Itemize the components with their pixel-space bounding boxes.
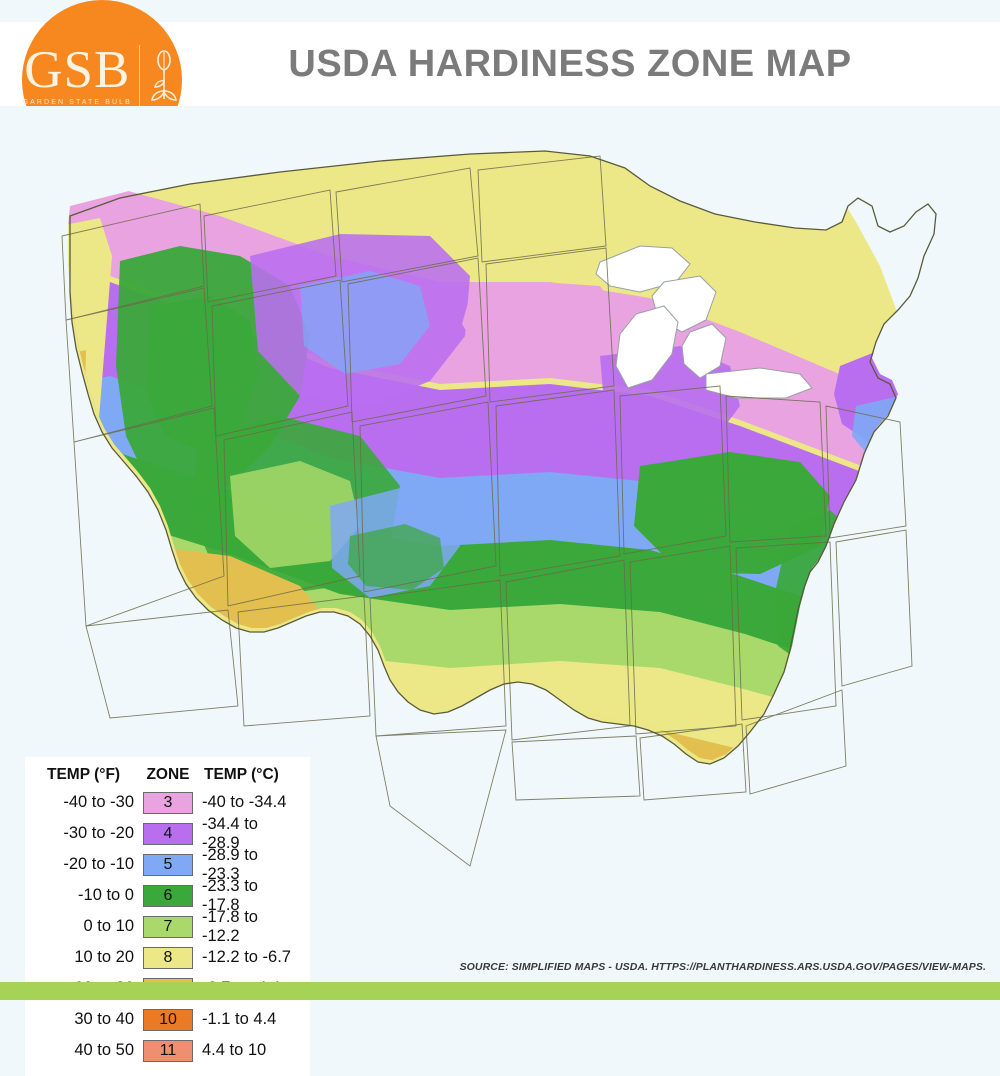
source-attribution: SOURCE: SIMPLIFIED MAPS - USDA. HTTPS://…	[459, 961, 986, 973]
legend-temp-celsius: 4.4 to 10	[202, 1041, 267, 1059]
legend-zone-swatch: 10	[143, 1008, 193, 1031]
legend-temp-celsius: -40 to -34.4	[202, 793, 287, 811]
legend-zone-cell: 4	[143, 822, 193, 845]
legend-zone-swatch: 7	[143, 915, 193, 938]
legend-row: -10 to 0 6 -23.3 to -17.8	[39, 877, 296, 914]
legend-temp-celsius: -12.2 to -6.7	[202, 948, 291, 966]
legend-zone-cell: 8	[143, 946, 193, 969]
legend-header-row: TEMP (°F) ZONE TEMP (°C)	[39, 766, 296, 784]
legend-row: -30 to -20 4 -34.4 to -28.9	[39, 815, 296, 852]
legend-zone-swatch: 11	[143, 1039, 193, 1062]
legend-row: 30 to 40 10 -1.1 to 4.4	[39, 1004, 296, 1035]
map-national-outline	[69, 150, 937, 765]
legend-row: 40 to 50 11 4.4 to 10	[39, 1035, 296, 1066]
hardiness-map[interactable]: TEMP (°F) ZONE TEMP (°C) -40 to -30 3 -40 …	[0, 106, 1000, 1076]
legend-zone-cell: 3	[143, 791, 193, 814]
legend-zone-swatch: 8	[143, 946, 193, 969]
legend-temp-fahrenheit: -10 to 0	[78, 886, 134, 904]
logo-text-block: GSB GARDEN STATE BULB	[22, 41, 132, 106]
legend-zone-cell: 10	[143, 1008, 193, 1031]
legend-temp-celsius: -1.1 to 4.4	[202, 1010, 277, 1028]
legend-temp-fahrenheit: 10 to 20	[74, 948, 134, 966]
legend-zone-swatch: 3	[143, 791, 193, 814]
legend-zone-cell: 6	[143, 884, 193, 907]
map-legend: TEMP (°F) ZONE TEMP (°C) -40 to -30 3 -40 …	[25, 757, 310, 1076]
legend-zone-cell: 11	[143, 1039, 193, 1062]
legend-temp-celsius: -28.9 to -23.3	[202, 845, 258, 883]
logo-initials: GSB	[24, 41, 131, 100]
map-water-bodies	[595, 245, 813, 399]
legend-header-zone: ZONE	[146, 766, 190, 783]
legend-row: -20 to -10 5 -28.9 to -23.3	[39, 846, 296, 883]
legend-zone-swatch: 6	[143, 884, 193, 907]
legend-header-fahrenheit: TEMP (°F)	[47, 766, 121, 783]
legend-zone-cell: 5	[143, 853, 193, 876]
legend-temp-fahrenheit: 30 to 40	[74, 1010, 134, 1028]
legend-row: 10 to 20 8 -12.2 to -6.7	[39, 942, 296, 973]
legend-zone-swatch: 5	[143, 853, 193, 876]
legend-zone-cell: 7	[143, 915, 193, 938]
legend-zone-swatch: 4	[143, 822, 193, 845]
map-state-borders	[61, 155, 913, 867]
legend-temp-fahrenheit: -20 to -10	[63, 855, 134, 873]
legend-temp-fahrenheit: -30 to -20	[63, 824, 134, 842]
legend-temp-fahrenheit: 0 to 10	[83, 917, 134, 935]
legend-temp-celsius: -17.8 to -12.2	[202, 907, 258, 945]
legend-temp-celsius: -34.4 to -28.9	[202, 814, 258, 852]
logo-tagline: GARDEN STATE BULB	[22, 98, 132, 106]
legend-temp-fahrenheit: 40 to 50	[74, 1041, 134, 1059]
legend-row: 0 to 10 7 -17.8 to -12.2	[39, 908, 296, 945]
tulip-icon	[151, 50, 178, 101]
legend-temp-fahrenheit: -40 to -30	[63, 793, 134, 811]
logo-divider	[138, 45, 141, 107]
legend-header-celsius: TEMP (°C)	[204, 766, 279, 783]
legend-row: -40 to -30 3 -40 to -34.4	[39, 787, 296, 818]
legend-temp-celsius: -23.3 to -17.8	[202, 876, 258, 914]
legend-rows: -40 to -30 3 -40 to -34.4 -30 to -20 4 -34.4 …	[39, 787, 296, 1066]
bottom-accent-bar	[0, 982, 1000, 1000]
page-title: USDA HARDINESS ZONE MAP	[288, 42, 852, 85]
